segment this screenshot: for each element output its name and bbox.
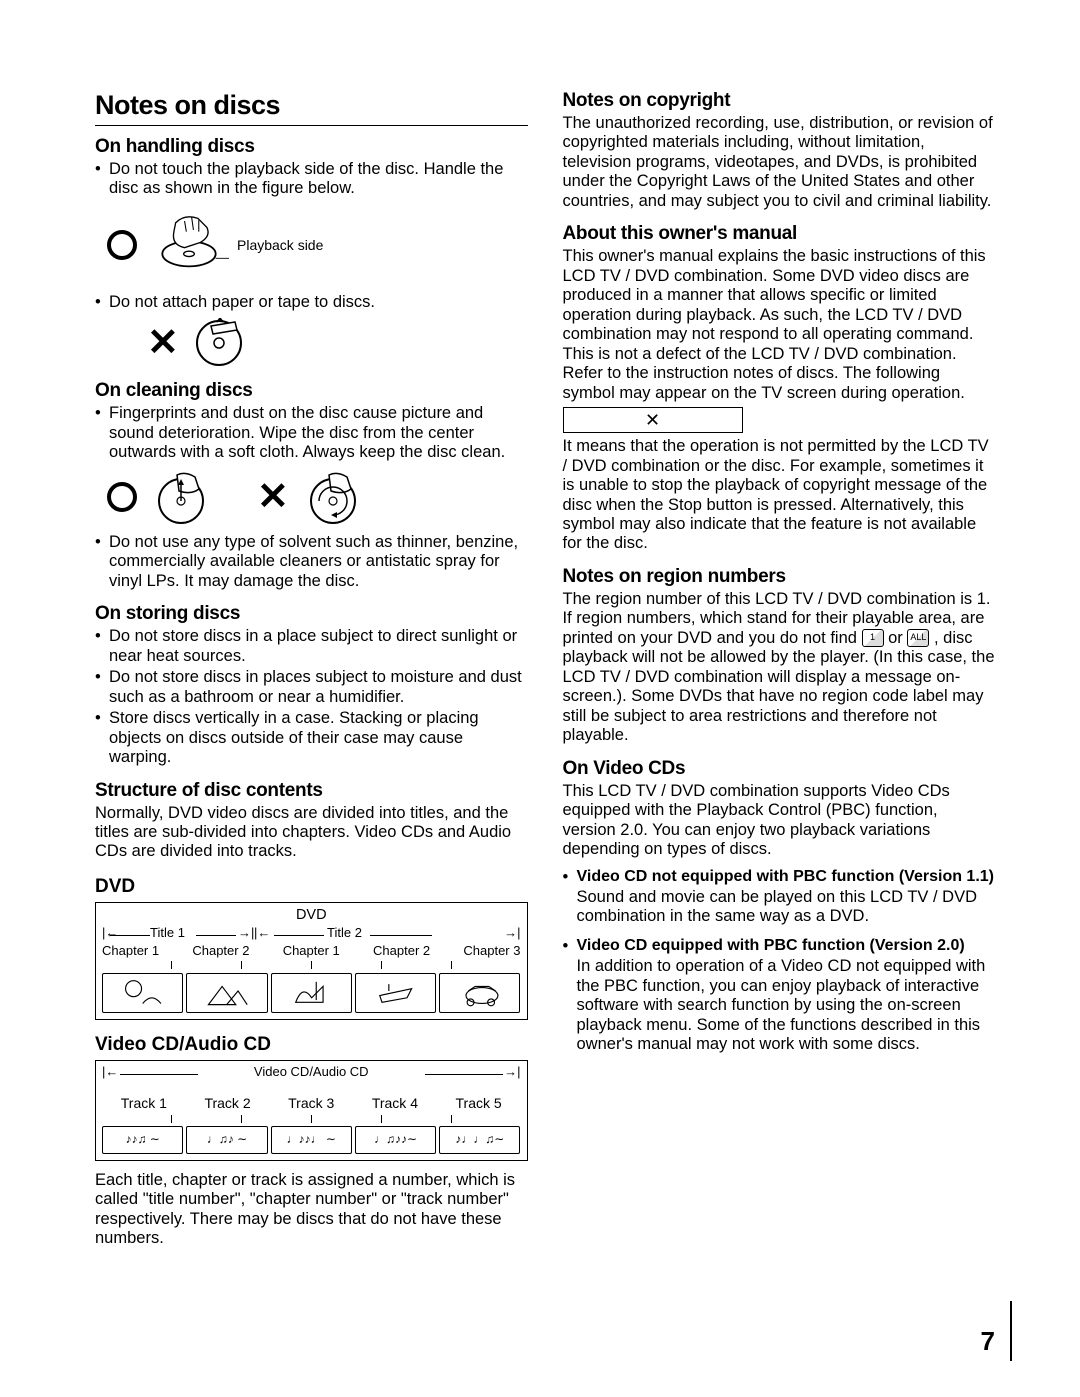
dvd-label: DVD: [102, 907, 521, 924]
correct-mark-icon: [107, 482, 137, 512]
wrong-mark-icon: ✕: [147, 328, 179, 358]
manual-heading: About this owner's manual: [563, 223, 996, 245]
hand-holding-disc-icon: [149, 205, 229, 285]
chapter-label: Chapter 2: [192, 944, 249, 959]
vcd-item2-desc: In addition to operation of a Video CD n…: [577, 957, 996, 1054]
track-thumb: ♪♩♩♫∼: [439, 1126, 520, 1154]
chapter-label: Chapter 2: [373, 944, 430, 959]
chapter-label: Chapter 1: [283, 944, 340, 959]
x-symbol-icon: ✕: [645, 410, 660, 431]
copyright-heading: Notes on copyright: [563, 90, 996, 112]
handling-heading: On handling discs: [95, 136, 528, 158]
vcd-label: Video CD/Audio CD: [254, 1065, 369, 1080]
chapter-thumb: [439, 973, 520, 1013]
storing-heading: On storing discs: [95, 603, 528, 625]
right-column: Notes on copyright The unauthorized reco…: [563, 90, 996, 1252]
playback-side-label: Playback side: [237, 237, 323, 253]
cleaning-heading: On cleaning discs: [95, 380, 528, 402]
track-thumb: ♩♫♪♪∼: [355, 1126, 436, 1154]
disc-with-tape-icon: ✕: [191, 318, 247, 368]
storing-item: Do not store discs in places subject to …: [109, 668, 528, 707]
prohibited-symbol-box: ✕: [563, 407, 743, 433]
track-thumb: ♩♪♪♩ ∼: [271, 1126, 352, 1154]
track-thumb: ♩♫♪ ∼: [186, 1126, 267, 1154]
vcd-heading: Video CD/Audio CD: [95, 1034, 528, 1056]
chapter-label: Chapter 1: [102, 944, 159, 959]
track-label: Track 2: [204, 1095, 250, 1111]
region-para: The region number of this LCD TV / DVD c…: [563, 590, 996, 746]
structure-heading: Structure of disc contents: [95, 780, 528, 802]
handling-item: Do not attach paper or tape to discs.: [109, 293, 528, 312]
storing-item: Do not store discs in a place subject to…: [109, 627, 528, 666]
chapter-thumb: [271, 973, 352, 1013]
page-edge-rule: [1010, 1301, 1012, 1361]
page-number: 7: [981, 1326, 995, 1357]
vcd-structure-diagram: |← Video CD/Audio CD →| Track 1 Track 2 …: [95, 1060, 528, 1161]
left-column: Notes on discs On handling discs Do not …: [95, 90, 528, 1252]
videocd-list-2: Video CD equipped with PBC function (Ver…: [563, 937, 996, 955]
chapter-thumb: [102, 973, 183, 1013]
manual-para-1: This owner's manual explains the basic i…: [563, 247, 996, 403]
structure-footnote: Each title, chapter or track is assigned…: [95, 1171, 528, 1249]
handling-item: Do not touch the playback side of the di…: [109, 160, 528, 199]
videocd-heading: On Video CDs: [563, 758, 996, 780]
vcd-item1-desc: Sound and movie can be played on this LC…: [577, 888, 996, 927]
track-thumb: ♪♪♫ ∼: [102, 1126, 183, 1154]
cleaning-figure: ✕: [107, 469, 528, 525]
title1-label: Title 1: [150, 926, 185, 941]
handling-figure: Playback side: [107, 205, 528, 285]
cleaning-item: Fingerprints and dust on the disc cause …: [109, 404, 528, 462]
copyright-para: The unauthorized recording, use, distrib…: [563, 114, 996, 211]
videocd-item-1: Video CD not equipped with PBC function …: [577, 868, 996, 886]
region-heading: Notes on region numbers: [563, 566, 996, 588]
storing-list: Do not store discs in a place subject to…: [95, 627, 528, 767]
correct-mark-icon: [107, 230, 137, 260]
dvd-heading: DVD: [95, 876, 528, 898]
tape-figure: ✕ ✕: [107, 318, 528, 368]
videocd-item-2: Video CD equipped with PBC function (Ver…: [577, 937, 996, 955]
cleaning-list: Fingerprints and dust on the disc cause …: [95, 404, 528, 462]
main-heading: Notes on discs: [95, 90, 528, 126]
track-label: Track 5: [456, 1095, 502, 1111]
region-1-icon: 1: [862, 629, 884, 647]
wrong-mark-icon: ✕: [257, 482, 289, 512]
storing-item: Store discs vertically in a case. Stacki…: [109, 709, 528, 767]
videocd-para: This LCD TV / DVD combination supports V…: [563, 782, 996, 860]
handling-list: Do not touch the playback side of the di…: [95, 160, 528, 199]
region-all-icon: ALL: [907, 629, 929, 647]
videocd-list: Video CD not equipped with PBC function …: [563, 868, 996, 886]
vcd-item2-title: Video CD equipped with PBC function (Ver…: [577, 937, 996, 955]
region-or: or: [888, 629, 907, 647]
dvd-structure-diagram: DVD |← Title 1 →| |← Title 2 →| Chapter …: [95, 902, 528, 1020]
track-label: Track 1: [121, 1095, 167, 1111]
title2-label: Title 2: [327, 926, 362, 941]
chapter-label: Chapter 3: [463, 944, 520, 959]
chapter-thumb: [355, 973, 436, 1013]
chapter-thumb: [186, 973, 267, 1013]
track-label: Track 3: [288, 1095, 334, 1111]
track-label: Track 4: [372, 1095, 418, 1111]
cleaning-item: Do not use any type of solvent such as t…: [109, 533, 528, 591]
structure-para: Normally, DVD video discs are divided in…: [95, 804, 528, 862]
cleaning-list-2: Do not use any type of solvent such as t…: [95, 533, 528, 591]
wipe-outward-icon: [149, 469, 213, 525]
handling-list-2: Do not attach paper or tape to discs.: [95, 293, 528, 312]
wipe-circular-icon: [301, 469, 365, 525]
vcd-item1-title: Video CD not equipped with PBC function …: [577, 868, 996, 886]
svg-text:✕: ✕: [215, 318, 225, 326]
manual-para-2: It means that the operation is not permi…: [563, 437, 996, 554]
